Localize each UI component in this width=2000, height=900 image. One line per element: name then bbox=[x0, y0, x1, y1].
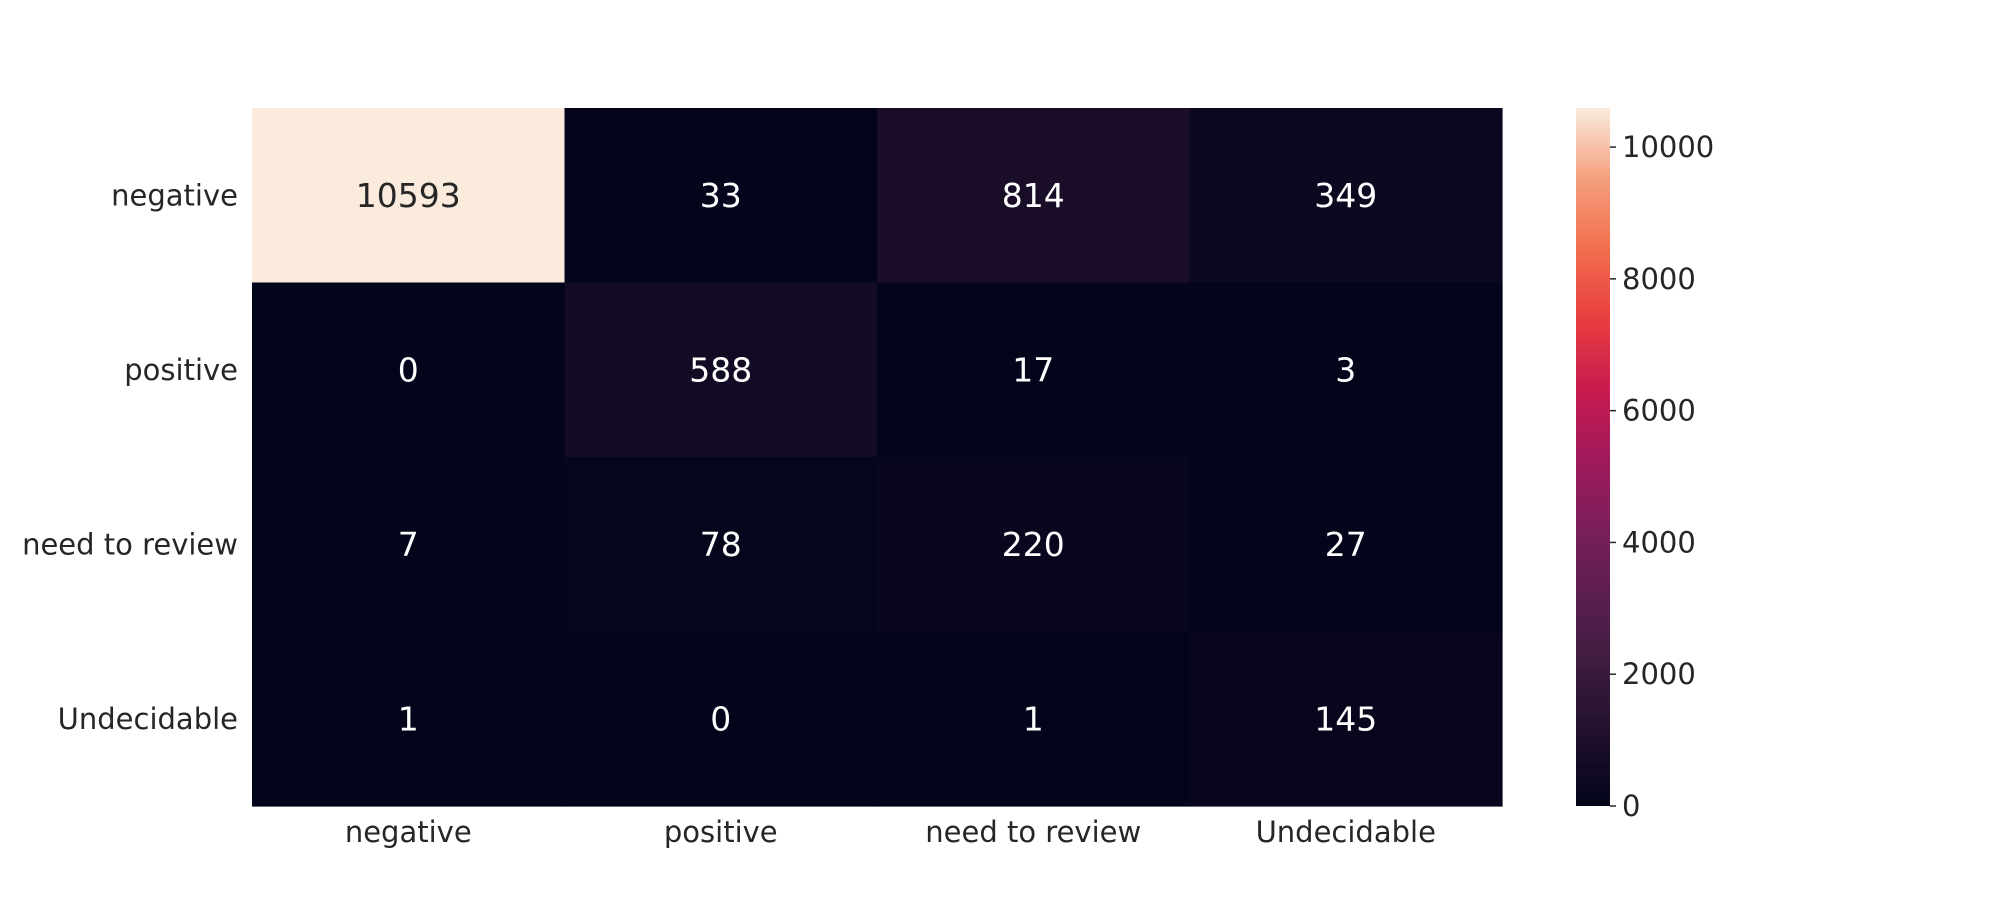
cell-value-label: 1 bbox=[398, 699, 419, 738]
cell-value-label: 145 bbox=[1314, 699, 1377, 738]
cell-value-label: 33 bbox=[700, 176, 742, 215]
heatmap-cell bbox=[877, 108, 1191, 284]
x-tick-label: positive bbox=[664, 815, 778, 849]
heatmap-cell bbox=[877, 457, 1191, 633]
colorbar-tick-label: 4000 bbox=[1622, 525, 1696, 559]
colorbar-tick-label: 0 bbox=[1622, 789, 1640, 823]
heatmap-cell bbox=[564, 457, 878, 633]
y-tick-label: Undecidable bbox=[58, 702, 238, 736]
colorbar-tick-label: 10000 bbox=[1622, 130, 1714, 164]
heatmap-cell bbox=[1189, 631, 1503, 807]
cell-value-label: 10593 bbox=[356, 176, 461, 215]
cell-value-label: 588 bbox=[689, 350, 752, 389]
cell-value-label: 27 bbox=[1325, 525, 1367, 564]
heatmap-cell bbox=[1189, 108, 1503, 284]
y-tick-label: negative bbox=[111, 178, 238, 212]
heatmap-cell bbox=[1189, 457, 1503, 633]
heatmap-cell bbox=[252, 631, 566, 807]
colorbar: 0 2000 4000 6000 8000 10000 bbox=[1576, 108, 1714, 823]
cell-value-label: 78 bbox=[700, 525, 742, 564]
heatmap-cell bbox=[877, 282, 1191, 458]
x-tick-label: negative bbox=[345, 815, 472, 849]
cell-value-label: 220 bbox=[1002, 525, 1065, 564]
y-axis-tick-labels: negative positive need to review Undecidabl… bbox=[22, 178, 238, 736]
x-tick-label: Undecidable bbox=[1256, 815, 1436, 849]
heatmap-cell bbox=[564, 282, 878, 458]
heatmap-cells bbox=[252, 108, 1503, 807]
y-tick-label: positive bbox=[124, 353, 238, 387]
heatmap-cell-labels: 10593 33 814 349 0 588 17 3 7 78 220 27 1 0 1 145 bbox=[356, 176, 1377, 739]
heatmap-cell bbox=[252, 108, 566, 284]
heatmap-cell bbox=[564, 631, 878, 807]
cell-value-label: 0 bbox=[710, 699, 731, 738]
cell-value-label: 3 bbox=[1335, 350, 1356, 389]
colorbar-ticks: 0 2000 4000 6000 8000 10000 bbox=[1610, 130, 1714, 823]
colorbar-tick-label: 6000 bbox=[1622, 394, 1696, 428]
colorbar-gradient bbox=[1576, 108, 1610, 806]
colorbar-tick-label: 8000 bbox=[1622, 262, 1696, 296]
cell-value-label: 0 bbox=[398, 350, 419, 389]
cell-value-label: 814 bbox=[1002, 176, 1065, 215]
cell-value-label: 349 bbox=[1314, 176, 1377, 215]
cell-value-label: 1 bbox=[1023, 699, 1044, 738]
cell-value-label: 7 bbox=[398, 525, 419, 564]
colorbar-tick-label: 2000 bbox=[1622, 657, 1696, 691]
heatmap-cell bbox=[1189, 282, 1503, 458]
x-tick-label: need to review bbox=[925, 815, 1141, 849]
heatmap-cell bbox=[564, 108, 878, 284]
heatmap-cell bbox=[252, 457, 566, 633]
x-axis-tick-labels: negative positive need to review Undecidabl… bbox=[345, 815, 1436, 849]
y-tick-label: need to review bbox=[22, 527, 238, 561]
heatmap-cell bbox=[877, 631, 1191, 807]
heatmap-cell bbox=[252, 282, 566, 458]
cell-value-label: 17 bbox=[1012, 350, 1054, 389]
